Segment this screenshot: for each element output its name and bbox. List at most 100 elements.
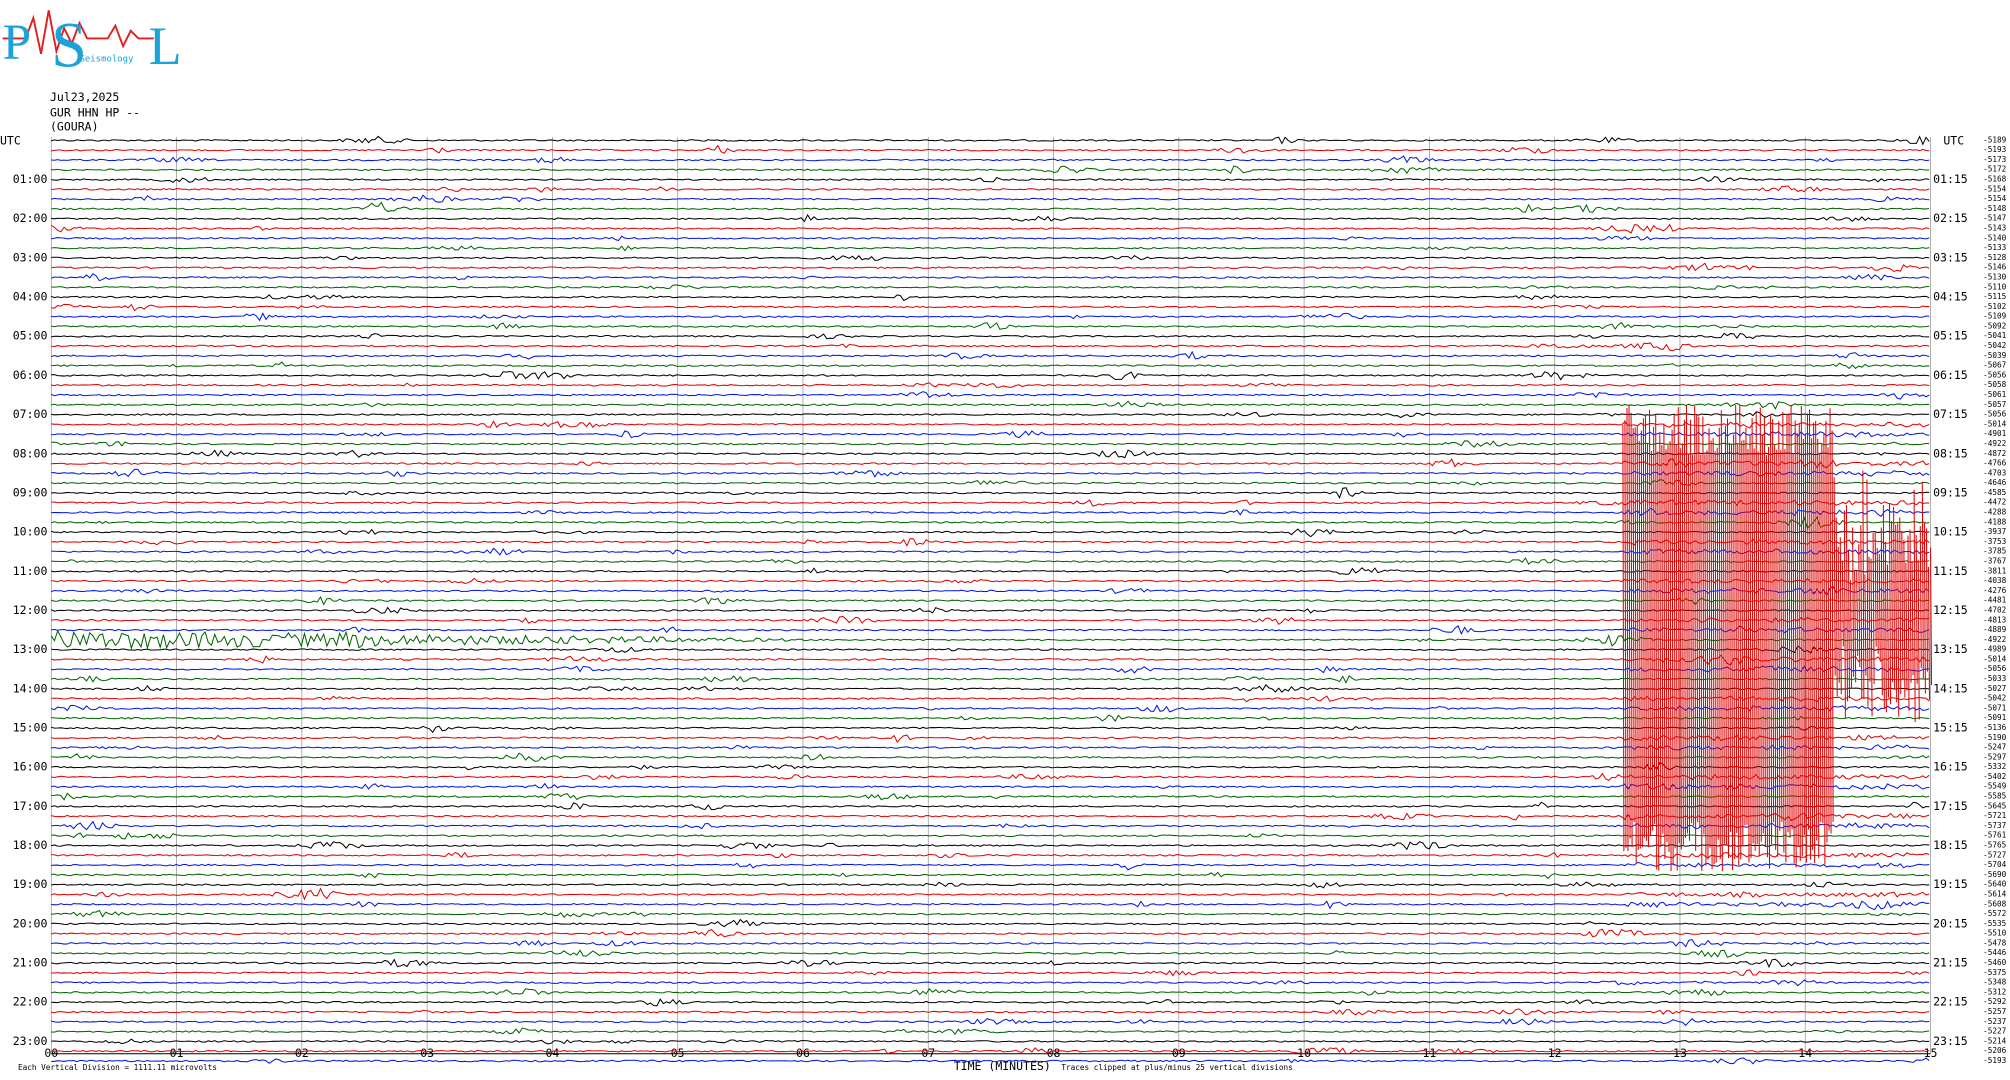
logo-sub: Seismology [79,54,134,64]
trace [51,458,1930,469]
trace [51,772,1930,782]
trace-offset: -5312 [1983,987,2006,996]
trace-offset: -5136 [1983,723,2007,732]
left-hour-label: 15:00 [13,720,48,734]
trace [51,861,1930,871]
trace [51,949,1930,958]
trace-offset: -5460 [1983,958,2007,967]
trace [51,487,1930,499]
trace-offset: -5115 [1983,292,2007,301]
trace-offset: -4813 [1983,615,2007,624]
trace [51,235,1930,242]
trace-offset: -4922 [1983,635,2006,644]
trace-offset: -4989 [1983,645,2007,654]
trace [51,144,1930,154]
trace [51,135,1930,146]
trace-offset: -3753 [1983,537,2007,546]
trace-offset: -4038 [1983,576,2007,585]
trace [51,262,1930,273]
trace-offset: -5110 [1983,282,2007,291]
logo-s: S [51,10,87,81]
logo-p: P [3,14,32,71]
left-hour-label: 04:00 [13,290,48,304]
trace-offset: -5206 [1983,1046,2007,1055]
trace [51,176,1930,183]
trace-offset: -5039 [1983,351,2007,360]
trace-offset: -5645 [1983,801,2007,810]
left-hour-label: 21:00 [13,956,48,970]
trace [51,557,1930,565]
trace [51,958,1930,969]
trace [51,468,1930,478]
right-hour-label: 12:15 [1933,603,1968,617]
header-location: (GOURA) [50,119,99,133]
trace-offset: -5478 [1983,938,2007,947]
left-title: UTC [0,134,21,148]
trace [51,245,1930,252]
trace-offset: -5102 [1983,302,2006,311]
trace [51,391,1930,400]
trace [51,420,1930,429]
trace-offset: -5133 [1983,243,2007,252]
trace [51,887,1930,901]
trace-offset: -3785 [1983,547,2007,556]
right-title: UTC [1943,134,1964,148]
trace [51,938,1930,948]
trace-offset: -5147 [1983,214,2007,223]
right-hour-label: 05:15 [1933,329,1968,343]
trace [51,841,1930,851]
trace-offset: -5292 [1983,997,2006,1006]
trace-offset: -3937 [1983,527,2007,536]
trace [51,201,1930,213]
trace-offset: -3811 [1983,566,2007,575]
trace-offset: -5146 [1983,263,2007,272]
left-hour-label: 11:00 [13,564,48,578]
trace [51,595,1930,606]
trace-offset: -5614 [1983,889,2007,898]
trace-offset: -5257 [1983,1007,2007,1016]
trace-offset: -5041 [1983,331,2007,340]
trace [51,1038,1930,1045]
trace [51,538,1930,547]
trace-offset: -5765 [1983,841,2007,850]
trace [51,567,1930,575]
left-hour-label: 08:00 [13,446,48,460]
trace-offset: -5761 [1983,831,2007,840]
trace-offset: -4872 [1983,449,2006,458]
trace-offset: -5057 [1983,400,2007,409]
trace [51,761,1930,772]
right-hour-label: 22:15 [1933,995,1968,1009]
trace [51,440,1930,448]
trace [51,675,1930,684]
trace-offset: -5128 [1983,253,2007,262]
trace [51,1047,1930,1055]
trace-offset: -4646 [1983,478,2007,487]
trace-offset: -4188 [1983,517,2007,526]
trace-offset: -5092 [1983,321,2006,330]
traces [50,135,1933,1065]
trace-offset: -4585 [1983,488,2007,497]
right-hour-label: 06:15 [1933,368,1968,382]
right-hour-label: 04:15 [1933,290,1968,304]
right-hour-label: 02:15 [1933,211,1968,225]
left-hour-label: 13:00 [13,642,48,656]
right-hour-label: 07:15 [1933,407,1968,421]
trace-offset: -5640 [1983,880,2007,889]
trace [50,223,1930,234]
left-hour-label: 09:00 [13,485,48,499]
trace [51,1057,1930,1065]
trace [51,725,1930,734]
trace [51,695,1930,703]
trace [51,851,1930,859]
footer-axis: TIME (MINUTES) [954,1059,1051,1073]
trace [51,871,1930,880]
trace-offset: -5690 [1983,870,2007,879]
left-hour-label: 03:00 [13,250,48,264]
trace [51,254,1930,261]
trace-offset: -4702 [1983,605,2006,614]
trace-offset: -5721 [1983,811,2007,820]
trace-offset: -5535 [1983,919,2007,928]
trace [51,332,1930,340]
left-hour-label: 01:00 [13,172,48,186]
